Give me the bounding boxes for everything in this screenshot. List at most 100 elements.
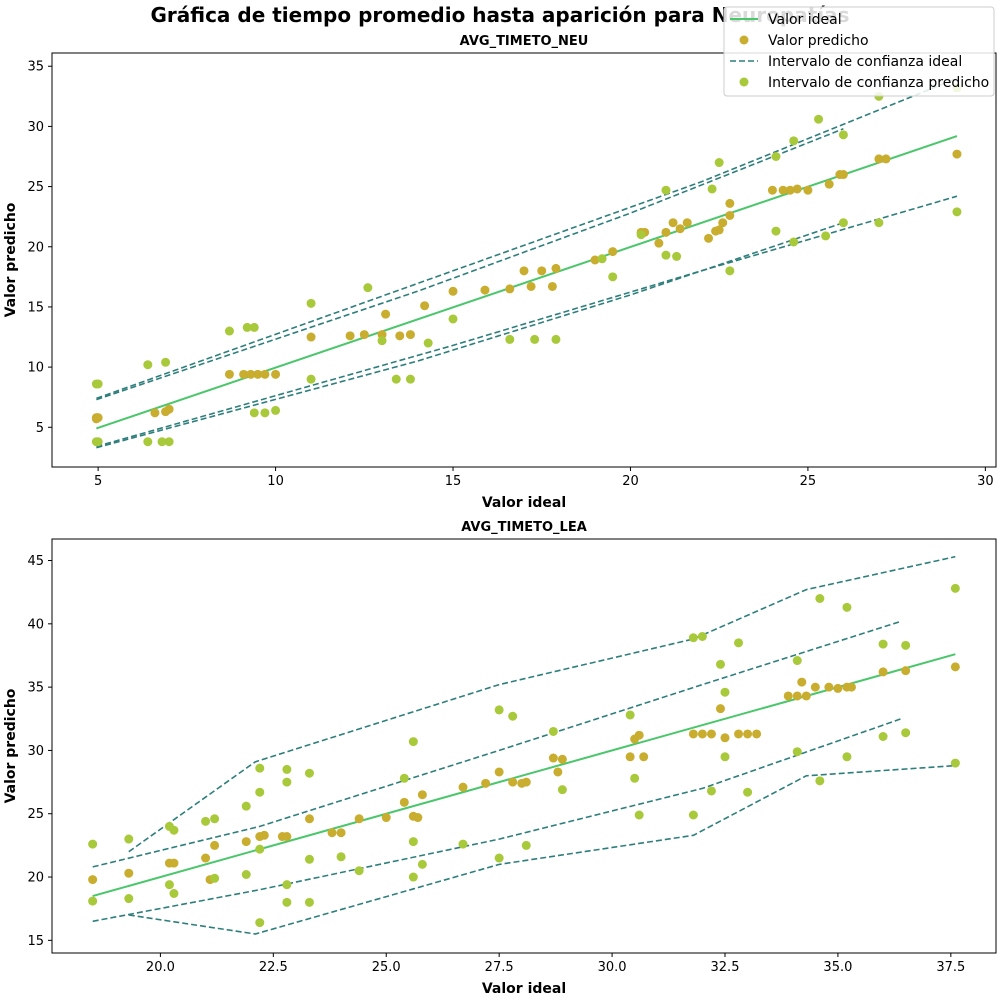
y-tick-label: 30 xyxy=(27,120,44,135)
predicted-point xyxy=(714,225,724,235)
predicted-point xyxy=(718,218,728,228)
y-tick-label: 20 xyxy=(27,240,44,255)
x-tick-label: 32.5 xyxy=(711,960,740,975)
predicted-point xyxy=(767,185,777,195)
ci-predicted-point xyxy=(901,728,911,738)
predicted-point xyxy=(381,813,391,823)
ci-predicted-upper-line xyxy=(128,555,956,853)
ci-predicted-point xyxy=(354,866,364,876)
ci-predicted-upper-line xyxy=(96,77,958,400)
predicted-point xyxy=(448,286,458,296)
ci-predicted-point xyxy=(408,837,418,847)
ci-predicted-point xyxy=(789,237,799,247)
predicted-point xyxy=(405,330,415,340)
ci-predicted-point xyxy=(282,777,292,787)
ci-predicted-point xyxy=(789,136,799,146)
ci-predicted-point xyxy=(734,638,744,648)
y-tick-label: 15 xyxy=(27,300,44,315)
ci-predicted-point xyxy=(249,322,259,332)
ci-predicted-point xyxy=(505,334,515,344)
ci-predicted-point xyxy=(164,437,174,447)
ci-predicted-point xyxy=(634,810,644,820)
ci-predicted-point xyxy=(707,184,717,194)
ci-predicted-point xyxy=(508,711,518,721)
predicted-point xyxy=(253,369,263,379)
predicted-point xyxy=(282,832,292,842)
ci-predicted-point xyxy=(210,814,220,824)
predicted-point xyxy=(537,266,547,276)
ci-predicted-point xyxy=(950,583,960,593)
plot-title: AVG_TIMETO_NEU xyxy=(460,34,589,49)
ci-ideal-lower-line xyxy=(96,221,844,449)
legend-entry-label: Intervalo de confianza predicho xyxy=(768,75,989,91)
predicted-point xyxy=(239,369,249,379)
predicted-point xyxy=(952,149,962,159)
ci-predicted-point xyxy=(249,408,259,418)
predicted-point xyxy=(271,369,281,379)
legend: Valor ideal Valor predicho Intervalo de co… xyxy=(723,6,995,97)
ci-predicted-point xyxy=(241,870,251,880)
ci-predicted-point xyxy=(255,918,265,928)
legend-box xyxy=(723,6,995,97)
ci-predicted-point xyxy=(255,844,265,854)
ci-predicted-point xyxy=(661,250,671,260)
ideal-line xyxy=(96,135,958,430)
y-tick-label: 45 xyxy=(27,554,44,569)
plot-frame xyxy=(51,538,997,954)
predicted-point xyxy=(336,828,346,838)
ci-predicted-point xyxy=(874,218,884,228)
ci-predicted-point xyxy=(143,437,153,447)
predicted-point xyxy=(354,814,364,824)
x-tick-label: 20 xyxy=(622,474,639,489)
predicted-point xyxy=(526,281,536,291)
predicted-point xyxy=(725,198,735,208)
ideal-line xyxy=(92,653,956,897)
ci-predicted-point xyxy=(417,859,427,869)
ci-predicted-point xyxy=(821,231,831,241)
ci-predicted-point xyxy=(630,773,640,783)
ci-predicted-point xyxy=(408,872,418,882)
x-tick-label: 35.0 xyxy=(823,960,852,975)
x-tick-label: 27.5 xyxy=(485,960,514,975)
predicted-point xyxy=(797,677,807,687)
ci-predicted-point xyxy=(672,251,682,261)
predicted-point xyxy=(224,369,234,379)
predicted-point xyxy=(246,369,256,379)
predicted-point xyxy=(824,179,834,189)
ci-predicted-point xyxy=(838,218,848,228)
ci-predicted-point xyxy=(688,633,698,643)
predicted-point xyxy=(688,729,698,739)
predicted-point xyxy=(720,733,730,743)
ci-predicted-point xyxy=(771,152,781,161)
predicted-point xyxy=(241,837,251,847)
plot-frame xyxy=(51,52,997,468)
ci-predicted-point xyxy=(169,825,179,835)
ci-predicted-point xyxy=(260,408,270,418)
legend-predicted-swatch xyxy=(739,35,749,45)
predicted-point xyxy=(399,797,409,807)
predicted-point xyxy=(792,184,802,194)
predicted-point xyxy=(824,682,834,692)
predicted-point xyxy=(608,247,618,257)
predicted-point xyxy=(833,683,843,693)
predicted-point xyxy=(743,729,753,739)
ci-predicted-point xyxy=(697,631,707,641)
ci-ideal-upper-line xyxy=(96,128,844,401)
ci-predicted-point xyxy=(842,752,852,762)
predicted-point xyxy=(634,730,644,740)
ci-predicted-point xyxy=(143,360,153,370)
ci-predicted-point xyxy=(377,336,387,346)
predicted-point xyxy=(625,752,635,762)
predicted-point xyxy=(682,218,692,228)
ci-predicted-point xyxy=(530,334,540,344)
ci-predicted-point xyxy=(201,816,211,826)
ci-predicted-point xyxy=(901,640,911,650)
ci-predicted-point xyxy=(88,896,98,906)
ci-predicted-point xyxy=(494,853,504,863)
predicted-point xyxy=(734,729,744,739)
ci-predicted-point xyxy=(88,839,98,849)
predicted-point xyxy=(481,778,491,788)
ci-predicted-point xyxy=(255,787,265,797)
predicted-point xyxy=(327,828,337,838)
